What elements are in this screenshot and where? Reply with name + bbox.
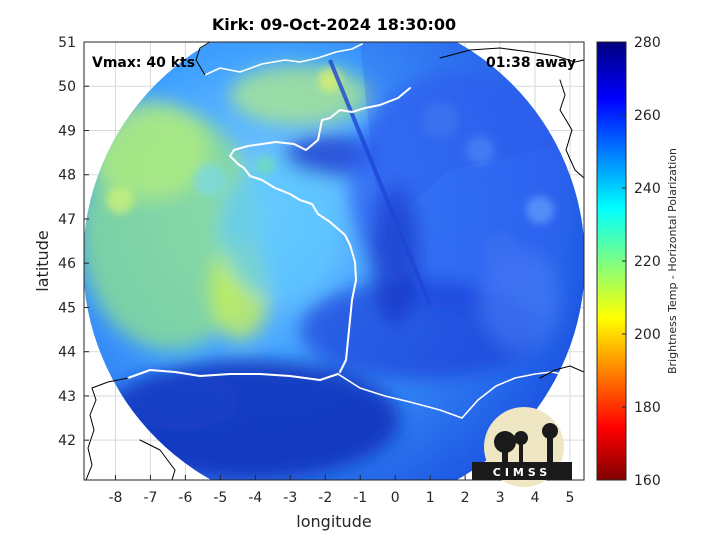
- y-tick-label: 43: [58, 389, 76, 405]
- colorbar-tick-label: 200: [634, 327, 661, 343]
- x-axis-label: longitude: [296, 512, 371, 531]
- pyrenees-border: [337, 373, 463, 419]
- x-tick-label: 2: [461, 490, 470, 506]
- x-tick-label: -3: [283, 490, 297, 506]
- mediterranean-coastline: [461, 371, 584, 419]
- y-tick-label: 46: [58, 256, 76, 272]
- x-tick-label: 4: [531, 490, 540, 506]
- x-tick-label: -8: [108, 490, 122, 506]
- cimss-logo-text: CIMSS: [493, 466, 551, 479]
- spain-inland-border: [139, 439, 176, 480]
- x-tick-label: 3: [496, 490, 505, 506]
- y-tick-label: 45: [58, 300, 76, 316]
- france-coastline: [229, 87, 411, 373]
- y-tick-label: 42: [58, 433, 76, 449]
- chart-title: Kirk: 09-Oct-2024 18:30:00: [212, 15, 456, 34]
- y-tick-label: 50: [58, 79, 76, 95]
- x-tick-label: 5: [566, 490, 575, 506]
- plot-frame: [83, 41, 585, 481]
- y-tick-label: 48: [58, 168, 76, 184]
- colorbar-tick-label: 280: [634, 35, 661, 51]
- x-tick-label: -6: [178, 490, 192, 506]
- vmax-annotation: Vmax: 40 kts: [92, 55, 195, 71]
- x-tick-label: -5: [213, 490, 227, 506]
- colorbar-label: Brightness Temp - Horizontal Polarizatio…: [666, 148, 679, 374]
- radar-disk: [84, 42, 584, 480]
- y-tick-label: 47: [58, 212, 76, 228]
- italy-coast: [539, 365, 584, 379]
- y-axis-label: latitude: [33, 230, 52, 291]
- y-tick-label: 49: [58, 123, 76, 139]
- time-away-annotation: 01:38 away: [486, 55, 576, 71]
- y-tick-label: 51: [58, 35, 76, 51]
- x-tick-label: 0: [391, 490, 400, 506]
- colorbar-tick-label: 260: [634, 108, 661, 124]
- x-tick-label: -2: [318, 490, 332, 506]
- germany-border: [559, 79, 584, 179]
- y-tick-label: 44: [58, 345, 76, 361]
- uk-coastline: [204, 43, 363, 76]
- cimss-logo: CIMSS: [472, 407, 572, 487]
- x-axis-ticks: -8 -7 -6 -5 -4 -3 -2 -1 0 1 2 3 4 5: [108, 475, 574, 506]
- colorbar-tick-label: 240: [634, 181, 661, 197]
- x-tick-label: 1: [426, 490, 435, 506]
- colorbar-ticks: 280 260 240 220 200 180 160: [622, 35, 661, 489]
- coastline-layer: [85, 42, 584, 480]
- colorbar-gradient: [596, 41, 627, 481]
- colorbar-tick-label: 220: [634, 254, 661, 270]
- x-tick-label: -7: [143, 490, 157, 506]
- x-tick-label: -4: [248, 490, 262, 506]
- england-coast: [195, 42, 211, 76]
- colorbar: 280 260 240 220 200 180 160 Brightness Temp - …: [596, 35, 679, 489]
- colorbar-tick-label: 160: [634, 473, 661, 489]
- x-tick-label: -1: [353, 490, 367, 506]
- spain-north-coastline: [127, 369, 339, 381]
- y-axis-ticks: 42 43 44 45 46 47 48 49 50 51: [58, 35, 89, 449]
- benelux-coast: [439, 47, 584, 63]
- colorbar-tick-label: 180: [634, 400, 661, 416]
- iberia-west-coast: [85, 377, 129, 480]
